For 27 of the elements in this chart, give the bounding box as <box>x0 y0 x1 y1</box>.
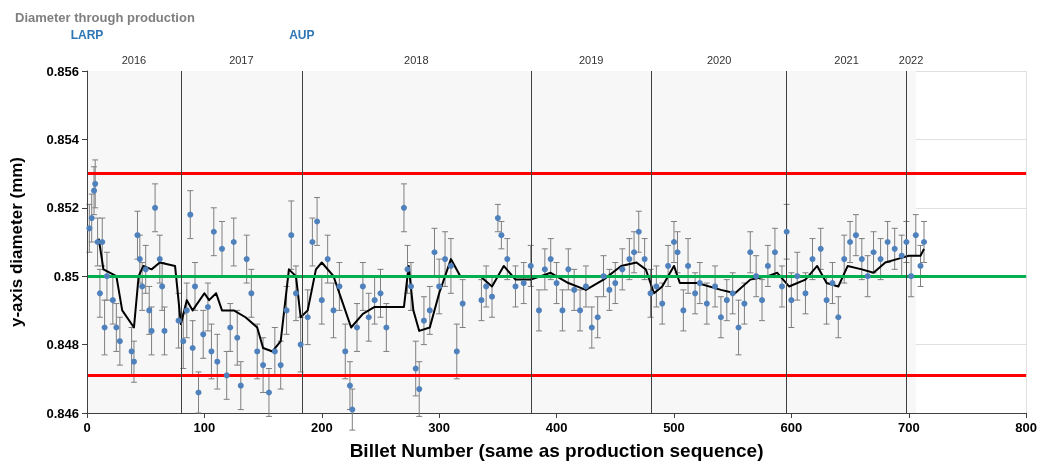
y-tick-label: 0.852 <box>46 200 79 216</box>
x-axis-title: Billet Number (same as production sequence) <box>349 440 764 461</box>
y-tick-label: 0.848 <box>46 337 79 353</box>
band-label: 2019 <box>578 53 604 66</box>
band-label: 2021 <box>834 53 859 66</box>
band-label: 2016 <box>121 53 147 66</box>
band-label: 2017 <box>229 53 254 66</box>
y-axis-title: y-axis diameter (mm) <box>7 156 26 328</box>
ref-line-label: LARP <box>70 28 104 42</box>
band-label: 2018 <box>404 53 429 66</box>
x-tick-label: 100 <box>193 420 216 435</box>
band-label: 2022 <box>898 53 924 66</box>
chart-title: Diameter through production <box>15 10 195 25</box>
x-tick-label: 400 <box>545 420 568 435</box>
x-tick-label: 0 <box>83 420 91 435</box>
band-label: 2020 <box>706 53 732 66</box>
x-tick-label: 800 <box>1015 420 1038 435</box>
x-tick-label: 300 <box>428 420 451 435</box>
x-tick-label: 600 <box>780 420 803 435</box>
y-tick-label: 0.854 <box>46 131 80 147</box>
x-tick-label: 700 <box>897 420 920 435</box>
x-tick-label: 500 <box>663 420 685 435</box>
y-tick-label: 0.85 <box>53 268 79 284</box>
y-tick-label: 0.846 <box>46 405 79 421</box>
x-tick-label: 200 <box>310 420 333 435</box>
y-tick-label: 0.856 <box>46 63 79 79</box>
ref-line-label: AUP <box>289 28 315 42</box>
